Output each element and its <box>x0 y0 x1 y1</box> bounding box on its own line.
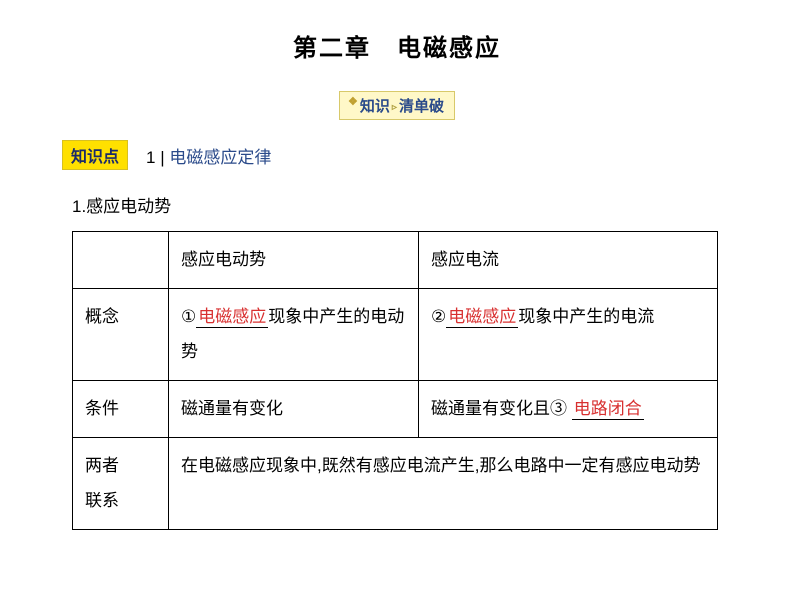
table-cell: 磁通量有变化且③ 电路闭合 <box>419 381 718 438</box>
badge-icon: ❖ <box>348 96 358 108</box>
table-header-col3: 感应电流 <box>419 232 718 289</box>
content-table: 感应电动势 感应电流 概念 ①电磁感应现象中产生的电动势 ②电磁感应现象中产生的… <box>72 231 718 530</box>
fill-blank-3: 电路闭合 <box>572 399 644 420</box>
knowledge-checklist-badge: ❖知识▹清单破 <box>339 91 455 120</box>
badge-separator-icon: ▹ <box>392 102 397 113</box>
table-cell-merged: 在电磁感应现象中,既然有感应电流产生,那么电路中一定有感应电动势 <box>169 437 718 529</box>
sub-badge-container: ❖知识▹清单破 <box>0 91 794 120</box>
badge-left-text: 知识 <box>360 98 390 115</box>
cell-prefix: ② <box>431 307 446 326</box>
knowledge-point-row: 知识点 1 | 电磁感应定律 <box>62 140 794 170</box>
table-cell: 磁通量有变化 <box>169 381 419 438</box>
cell-suffix: 现象中产生的电流 <box>518 307 654 326</box>
kp-number: 1 | <box>146 148 169 167</box>
section-heading: 1.感应电动势 <box>72 192 794 217</box>
table-cell: ①电磁感应现象中产生的电动势 <box>169 288 419 380</box>
table-row: 条件 磁通量有变化 磁通量有变化且③ 电路闭合 <box>73 381 718 438</box>
knowledge-point-title: 1 | 电磁感应定律 <box>146 143 271 168</box>
table-header-col2: 感应电动势 <box>169 232 419 289</box>
cell-prefix: ① <box>181 307 196 326</box>
fill-blank-2: 电磁感应 <box>446 307 518 328</box>
page-title: 第二章 电磁感应 <box>0 0 794 63</box>
label-line1: 两者 <box>85 456 119 475</box>
table-cell-label: 两者 联系 <box>73 437 169 529</box>
table-row: 两者 联系 在电磁感应现象中,既然有感应电流产生,那么电路中一定有感应电动势 <box>73 437 718 529</box>
kp-title-text: 电磁感应定律 <box>169 148 271 167</box>
table-row: 感应电动势 感应电流 <box>73 232 718 289</box>
badge-right-text: 清单破 <box>399 98 444 115</box>
table-row: 概念 ①电磁感应现象中产生的电动势 ②电磁感应现象中产生的电流 <box>73 288 718 380</box>
table-cell-label: 概念 <box>73 288 169 380</box>
table-cell-label: 条件 <box>73 381 169 438</box>
label-line2: 联系 <box>85 491 119 510</box>
table-cell-blank <box>73 232 169 289</box>
fill-blank-1: 电磁感应 <box>196 307 268 328</box>
table-cell: ②电磁感应现象中产生的电流 <box>419 288 718 380</box>
cell-prefix: 磁通量有变化且③ <box>431 399 567 418</box>
knowledge-point-badge: 知识点 <box>62 140 128 170</box>
